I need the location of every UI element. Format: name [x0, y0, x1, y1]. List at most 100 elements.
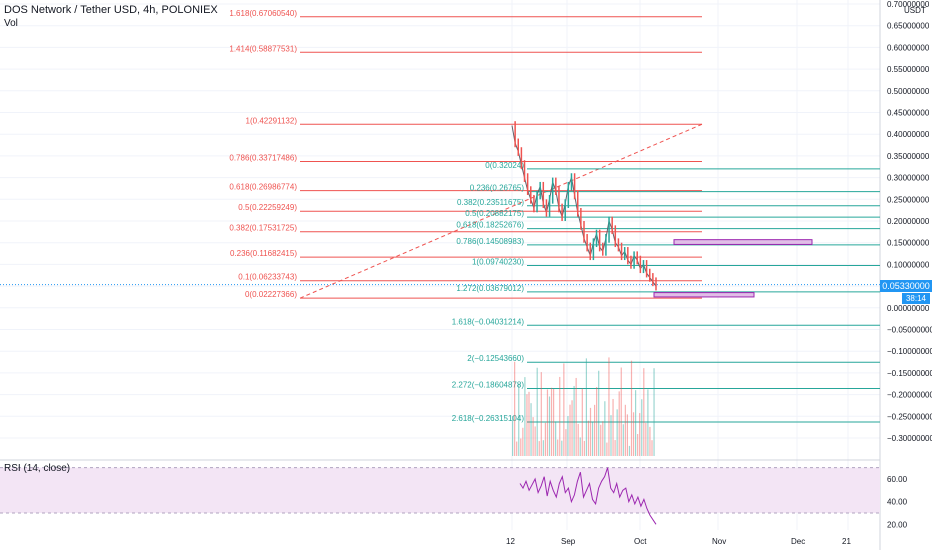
chart-title: DOS Network / Tether USD, 4h, POLONIEX [4, 4, 218, 16]
fib-green-label: 1.618(−0.04031214) [452, 317, 525, 326]
volume-bar [542, 440, 544, 456]
zone-box [653, 292, 755, 298]
y-tick-label: 0.10000000 [887, 260, 930, 269]
fib-red-label: 0.786(0.33717486) [229, 153, 297, 162]
fib-green-label: 0(0.32024) [485, 161, 524, 170]
volume-bar [538, 441, 540, 456]
countdown-badge: 38:14 [902, 293, 930, 304]
volume-bar [610, 415, 612, 456]
y-tick-label: 0.00000000 [887, 304, 930, 313]
volume-bar [530, 403, 532, 456]
fib-green-label: 1(0.09740230) [472, 258, 524, 267]
volume-bar [540, 372, 542, 456]
rsi-tick-label: 40.00 [887, 498, 908, 507]
volume-bar [583, 440, 585, 456]
volume-bar [630, 360, 633, 456]
x-tick-label: Oct [634, 537, 647, 546]
fib-green-label: 0.236(0.26765) [470, 184, 525, 193]
fib-green-label: 2(−0.12543660) [467, 354, 524, 363]
y-tick-label: 0.40000000 [887, 130, 930, 139]
volume-label: Vol [4, 18, 18, 29]
volume-bar [514, 361, 516, 456]
volume-bar [559, 376, 561, 456]
y-tick-label: 0.15000000 [887, 239, 930, 248]
volume-bar [616, 409, 618, 456]
y-tick-label: 0.30000000 [887, 174, 930, 183]
fib-red-label: 0(0.02227366) [245, 290, 297, 299]
volume-bar [528, 391, 530, 456]
volume-bar [596, 387, 598, 456]
fib-green-label: 0.618(0.18252676) [456, 221, 524, 230]
y-tick-label: 0.55000000 [887, 65, 930, 74]
fib-red-label: 1.414(0.58877531) [229, 44, 297, 53]
fib-green-label: 0.382(0.23511675) [457, 198, 524, 207]
rsi-tick-label: 60.00 [887, 475, 908, 484]
zone-box [673, 239, 813, 245]
fib-red-label: 1(0.42291132) [246, 116, 298, 125]
y-tick-label: 0.50000000 [887, 87, 930, 96]
fib-green-label: 0.5(0.20882175) [465, 209, 524, 218]
volume-bar [546, 389, 549, 456]
fib-green-label: 2.272(−0.18604878) [452, 381, 525, 390]
volume-bar [518, 383, 520, 456]
volume-bar [536, 367, 538, 456]
volume-bar [645, 422, 647, 456]
volume-bar [532, 417, 534, 456]
volume-bar [606, 442, 608, 456]
x-tick-label: Sep [561, 537, 576, 546]
volume-bar [567, 416, 569, 456]
volume-bar [526, 394, 528, 456]
fib-red-label: 1.618(0.67060540) [229, 9, 297, 18]
fib-green-label: 2.618(−0.26315104) [452, 414, 525, 423]
volume-bar [573, 385, 575, 456]
x-tick-label: Dec [791, 537, 805, 546]
volume-bar [626, 414, 628, 456]
volume-bar [620, 367, 622, 456]
y-tick-label: 0.45000000 [887, 109, 930, 118]
fib-red-trend-line [299, 123, 703, 299]
y-tick-label: −0.20000000 [887, 391, 932, 400]
volume-bar [639, 413, 641, 456]
volume-bar [618, 391, 620, 456]
fib-red-label: 0.236(0.11682415) [230, 249, 297, 258]
volume-bar [637, 434, 639, 456]
volume-bar [581, 388, 583, 456]
volume-bar [587, 420, 590, 456]
volume-bar [544, 422, 546, 456]
volume-bar [651, 440, 653, 456]
volume-bar [600, 424, 602, 456]
volume-bar [569, 404, 571, 456]
y-tick-label: 0.25000000 [887, 195, 930, 204]
volume-bar [591, 421, 594, 456]
rsi-tick-label: 20.00 [887, 520, 908, 529]
y-tick-label: 0.20000000 [887, 217, 930, 226]
volume-bar [555, 421, 557, 456]
x-tick-label: 12 [506, 537, 515, 546]
y-tick-label: 0.70000000 [887, 0, 930, 9]
volume-bar [628, 445, 631, 456]
fib-green-label: 0.786(0.14508983) [456, 237, 524, 246]
y-tick-label: 0.65000000 [887, 22, 930, 31]
volume-bar [565, 429, 567, 456]
volume-bar [585, 358, 587, 456]
volume-bar [614, 440, 616, 456]
volume-bar [522, 427, 524, 456]
volume-bar [641, 399, 643, 456]
volume-bar [608, 357, 610, 456]
volume-bar [653, 368, 655, 456]
volume-bar [571, 400, 573, 456]
volume-bar [602, 421, 604, 456]
fib-red-label: 0.382(0.17531725) [229, 224, 297, 233]
fib-red-label: 0.1(0.06233743) [238, 273, 297, 282]
x-tick-label: 21 [842, 537, 851, 546]
volume-bar [575, 377, 577, 456]
volume-bar [553, 388, 555, 456]
volume-bar [594, 404, 596, 456]
y-tick-label: 0.35000000 [887, 152, 930, 161]
volume-bar [557, 439, 559, 456]
volume-bar [516, 441, 518, 456]
y-tick-label: −0.25000000 [887, 412, 932, 421]
volume-bar [579, 437, 581, 456]
fib-red-label: 0.5(0.22259249) [238, 203, 297, 212]
